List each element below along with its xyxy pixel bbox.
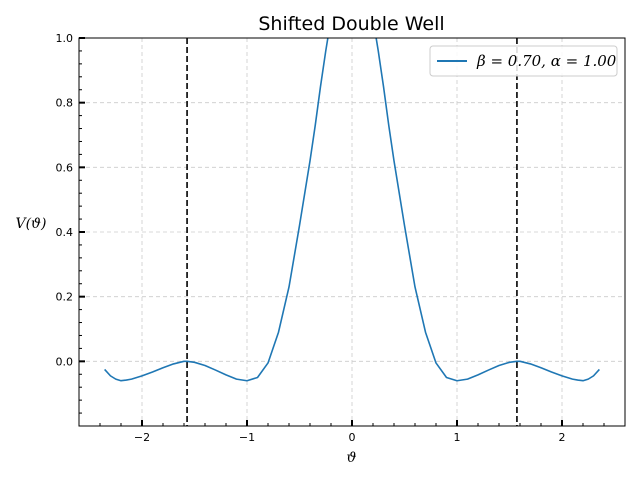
vertical-reference-lines [186,38,518,426]
series-group [104,38,600,382]
y-tick-label-3: 0.6 [56,161,74,174]
y-tick-label-2: 0.4 [56,226,74,239]
grid [79,37,625,426]
x-tick-label-1: −1 [239,431,255,444]
legend: β = 0.70, α = 1.00 [429,45,618,77]
y-tick-label-0: 0.0 [56,355,74,368]
y-tick-label-5: 1.0 [56,32,74,45]
x-axis-ticks: −2 −1 0 1 2 [99,420,605,444]
series-line-0 [104,38,600,382]
legend-entry-label: β = 0.70, α = 1.00 [476,52,617,70]
y-axis-ticks: 0.0 0.2 0.4 0.6 0.8 1.0 [56,32,85,414]
x-tick-label-3: 1 [454,431,461,444]
x-tick-label-4: 2 [559,431,566,444]
chart-title: Shifted Double Well [258,13,444,35]
legend-box [429,45,618,77]
x-tick-label-0: −2 [134,431,150,444]
x-tick-label-2: 0 [349,431,356,444]
x-axis-label: ϑ [346,450,356,466]
y-axis-label: V(ϑ) [15,216,46,232]
y-tick-label-1: 0.2 [56,291,74,304]
y-tick-label-4: 0.8 [56,97,74,110]
